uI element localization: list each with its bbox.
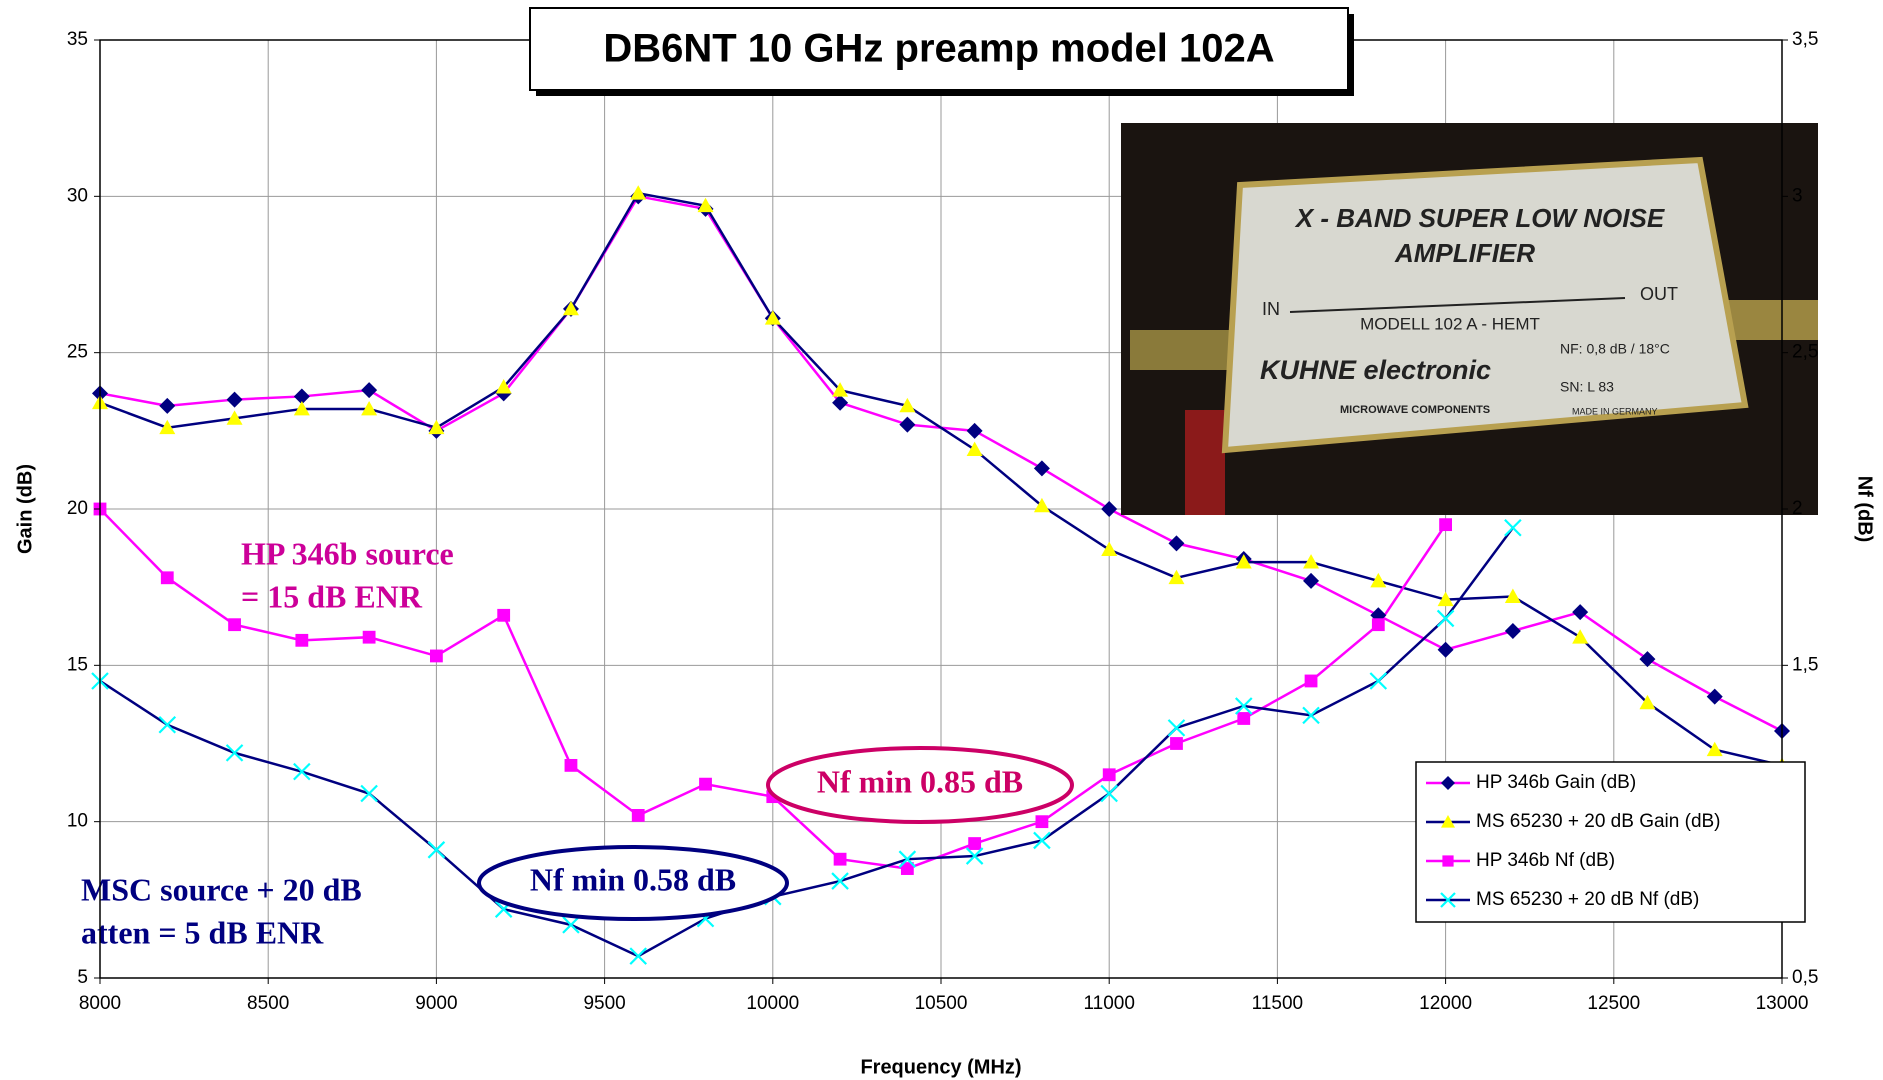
- y2-tick-label: 2: [1792, 498, 1803, 519]
- y2-tick-label: 2,5: [1792, 342, 1818, 363]
- y-tick-label: 20: [67, 498, 88, 519]
- y2-tick-label: 3: [1792, 185, 1803, 206]
- marker: [295, 634, 308, 647]
- y2-tick-label: 3,5: [1792, 29, 1818, 50]
- photo-text: KUHNE electronic: [1260, 355, 1491, 385]
- legend: HP 346b Gain (dB) MS 65230 + 20 dB Gain (…: [1416, 762, 1805, 922]
- marker: [1103, 768, 1116, 781]
- legend-label: HP 346b Gain (dB): [1476, 772, 1636, 793]
- marker: [1372, 618, 1385, 631]
- marker: [1170, 737, 1183, 750]
- y-tick-label: 5: [77, 967, 88, 988]
- chart: X - BAND SUPER LOW NOISE AMPLIFIER IN OU…: [0, 0, 1883, 1080]
- x-tick-label: 9000: [415, 993, 457, 1014]
- photo: X - BAND SUPER LOW NOISE AMPLIFIER IN OU…: [1121, 123, 1818, 515]
- photo-text: NF: 0,8 dB / 18°C: [1560, 341, 1670, 357]
- photo-text: SN: L 83: [1560, 379, 1614, 395]
- title-shadow: [536, 90, 1354, 96]
- photo-text: X - BAND SUPER LOW NOISE: [1294, 203, 1665, 233]
- legend-label: MS 65230 + 20 dB Nf (dB): [1476, 889, 1699, 910]
- marker: [699, 778, 712, 791]
- photo-text: IN: [1262, 299, 1280, 319]
- marker: [565, 759, 578, 772]
- annotation: HP 346b source: [241, 535, 454, 571]
- x-tick-label: 10500: [915, 993, 968, 1014]
- x-tick-label: 11500: [1252, 993, 1303, 1014]
- x-tick-label: 13000: [1756, 993, 1809, 1014]
- marker: [363, 631, 376, 644]
- x-tick-label: 9500: [583, 993, 625, 1014]
- annotation: Nf min 0.85 dB: [817, 763, 1023, 799]
- annotation: Nf min 0.58 dB: [530, 861, 736, 897]
- annotation: MSC source + 20 dB: [81, 871, 362, 907]
- y-tick-label: 30: [67, 185, 88, 206]
- marker: [1305, 675, 1318, 688]
- x-tick-label: 8000: [79, 993, 121, 1014]
- photo-text: OUT: [1640, 284, 1678, 304]
- photo-text: MADE IN GERMANY: [1572, 406, 1658, 416]
- y2-axis-label: Nf (dB): [1854, 476, 1876, 543]
- y2-tick-label: 1,5: [1792, 654, 1818, 675]
- photo-text: MODELL 102 A - HEMT: [1360, 314, 1540, 333]
- marker: [1036, 815, 1049, 828]
- y-axis-label: Gain (dB): [14, 464, 36, 554]
- y-tick-label: 35: [67, 29, 88, 50]
- photo-text: AMPLIFIER: [1394, 238, 1535, 268]
- x-axis-label: Frequency (MHz): [860, 1056, 1021, 1078]
- x-tick-label: 8500: [247, 993, 289, 1014]
- y2-tick-label: 0,5: [1792, 967, 1818, 988]
- y-tick-label: 25: [67, 342, 88, 363]
- x-tick-label: 12000: [1419, 993, 1472, 1014]
- title-shadow: [1348, 14, 1354, 96]
- marker: [1442, 855, 1453, 866]
- marker: [430, 650, 443, 663]
- marker: [632, 809, 645, 822]
- y-tick-label: 10: [67, 811, 88, 832]
- photo-text: MICROWAVE COMPONENTS: [1340, 404, 1490, 416]
- legend-label: MS 65230 + 20 dB Gain (dB): [1476, 811, 1721, 832]
- connector: [1130, 330, 1240, 370]
- marker: [968, 837, 981, 850]
- annotation: atten = 5 dB ENR: [81, 914, 324, 950]
- marker: [497, 609, 510, 622]
- x-tick-label: 10000: [746, 993, 799, 1014]
- marker: [1439, 518, 1452, 531]
- cable: [1185, 410, 1225, 515]
- marker: [228, 618, 241, 631]
- x-tick-label: 12500: [1587, 993, 1640, 1014]
- legend-label: HP 346b Nf (dB): [1476, 850, 1615, 871]
- marker: [1237, 712, 1250, 725]
- chart-title: DB6NT 10 GHz preamp model 102A: [603, 27, 1274, 71]
- marker: [834, 853, 847, 866]
- y-tick-label: 15: [67, 654, 88, 675]
- annotation: = 15 dB ENR: [241, 578, 423, 614]
- marker: [161, 571, 174, 584]
- x-tick-label: 11000: [1083, 993, 1134, 1014]
